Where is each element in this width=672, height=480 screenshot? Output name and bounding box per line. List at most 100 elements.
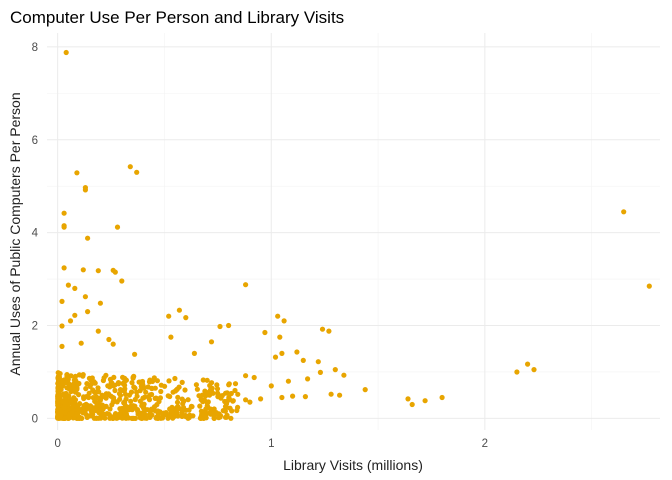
data-point bbox=[62, 402, 68, 408]
data-point bbox=[66, 412, 72, 418]
data-point bbox=[229, 408, 235, 414]
data-point bbox=[409, 401, 415, 408]
data-point bbox=[198, 415, 204, 421]
data-point bbox=[64, 374, 70, 380]
data-point bbox=[112, 387, 118, 394]
data-point bbox=[285, 378, 291, 384]
data-point bbox=[106, 336, 112, 343]
data-point bbox=[93, 394, 100, 400]
data-point bbox=[80, 405, 87, 411]
data-point bbox=[218, 395, 224, 401]
data-point bbox=[81, 395, 87, 402]
data-point bbox=[88, 404, 94, 410]
data-point bbox=[182, 387, 188, 393]
data-point bbox=[59, 298, 65, 304]
data-point bbox=[107, 406, 113, 412]
data-point bbox=[59, 323, 65, 329]
data-point bbox=[158, 388, 164, 395]
data-point bbox=[217, 323, 223, 330]
data-point bbox=[76, 372, 82, 378]
data-point bbox=[82, 409, 88, 416]
data-point bbox=[97, 300, 103, 306]
data-point bbox=[128, 398, 134, 404]
data-point bbox=[111, 415, 117, 421]
data-point bbox=[235, 391, 241, 397]
data-point bbox=[156, 398, 162, 405]
data-point bbox=[63, 49, 69, 56]
data-point bbox=[98, 408, 104, 414]
data-point bbox=[158, 382, 164, 388]
data-point bbox=[85, 309, 91, 315]
data-point bbox=[226, 382, 232, 388]
data-point bbox=[152, 385, 158, 391]
data-point bbox=[82, 187, 88, 193]
data-point bbox=[124, 404, 130, 410]
data-point bbox=[531, 367, 537, 373]
data-point bbox=[621, 209, 627, 215]
data-point bbox=[132, 385, 138, 391]
data-point bbox=[58, 392, 64, 398]
data-point bbox=[422, 398, 428, 404]
data-point bbox=[74, 386, 80, 392]
data-point bbox=[132, 415, 138, 421]
data-point bbox=[243, 282, 249, 288]
data-point bbox=[279, 350, 285, 356]
data-point bbox=[204, 403, 210, 409]
data-point bbox=[251, 374, 257, 381]
data-point bbox=[149, 406, 155, 412]
data-point bbox=[120, 407, 126, 413]
data-point bbox=[166, 313, 172, 319]
data-point bbox=[200, 377, 206, 383]
data-point bbox=[69, 405, 75, 411]
data-point bbox=[439, 394, 445, 401]
data-point bbox=[55, 388, 61, 394]
data-point bbox=[141, 401, 147, 407]
data-point bbox=[204, 377, 210, 383]
data-point bbox=[115, 380, 122, 386]
data-point bbox=[228, 415, 234, 421]
data-point bbox=[61, 210, 67, 216]
data-point bbox=[167, 413, 174, 419]
data-point bbox=[243, 397, 249, 403]
data-point bbox=[208, 339, 215, 345]
data-point bbox=[152, 395, 158, 401]
data-point bbox=[84, 381, 90, 387]
data-point bbox=[332, 367, 338, 373]
data-point bbox=[208, 406, 214, 412]
data-point bbox=[130, 375, 136, 381]
data-point bbox=[155, 415, 161, 421]
data-point bbox=[646, 283, 652, 289]
data-point bbox=[149, 412, 155, 418]
data-point bbox=[137, 379, 144, 385]
data-point bbox=[96, 415, 102, 421]
data-point bbox=[119, 278, 125, 284]
data-point bbox=[95, 328, 101, 334]
data-point bbox=[224, 412, 230, 418]
data-point bbox=[76, 381, 82, 387]
data-point bbox=[114, 224, 121, 230]
data-point bbox=[197, 403, 203, 409]
data-point bbox=[341, 372, 347, 378]
data-point bbox=[216, 411, 222, 417]
data-point bbox=[191, 350, 197, 356]
data-point bbox=[112, 269, 118, 275]
data-point bbox=[176, 384, 182, 390]
data-point bbox=[211, 412, 217, 418]
data-point bbox=[111, 374, 117, 380]
data-point bbox=[166, 378, 172, 384]
data-point bbox=[202, 414, 208, 421]
data-point bbox=[207, 382, 213, 389]
data-point bbox=[80, 267, 86, 273]
y-tick-label: 0 bbox=[32, 413, 38, 425]
data-point bbox=[155, 410, 161, 417]
data-point bbox=[132, 396, 138, 403]
data-point bbox=[302, 394, 308, 400]
data-point bbox=[226, 394, 232, 400]
data-point bbox=[135, 408, 141, 414]
data-point bbox=[103, 403, 109, 409]
y-tick-label: 8 bbox=[32, 42, 38, 54]
data-point bbox=[174, 410, 180, 416]
data-point bbox=[67, 318, 74, 324]
data-point bbox=[86, 394, 92, 401]
data-point bbox=[149, 378, 156, 384]
